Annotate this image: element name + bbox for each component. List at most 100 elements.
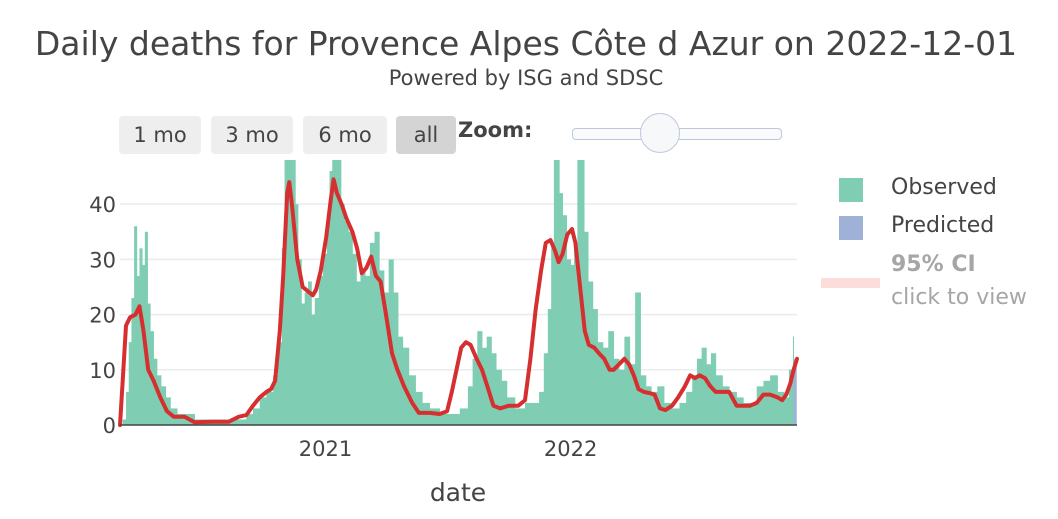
trend-line bbox=[118, 177, 799, 427]
range-button-6-months[interactable]: 6 mo bbox=[303, 116, 387, 154]
observed-bar bbox=[524, 402, 533, 425]
observed-bar bbox=[477, 331, 483, 425]
observed-bar bbox=[156, 375, 162, 425]
observed-bar bbox=[559, 193, 564, 425]
observed-bar bbox=[369, 242, 375, 425]
legend-observed-swatch bbox=[839, 178, 863, 202]
observed-bar bbox=[429, 408, 441, 425]
observed-bar bbox=[645, 386, 652, 425]
observed-bar bbox=[722, 386, 730, 425]
observed-bar bbox=[344, 220, 349, 425]
zoom-slider-thumb[interactable] bbox=[640, 113, 680, 153]
legend-ci-label[interactable]: 95% CI bbox=[891, 252, 976, 277]
range-button-3-months[interactable]: 3 mo bbox=[211, 116, 293, 154]
observed-bar bbox=[736, 397, 744, 425]
observed-bar bbox=[128, 342, 132, 425]
observed-bar bbox=[139, 248, 143, 425]
observed-bar bbox=[360, 270, 366, 425]
legend-ci-swatch[interactable] bbox=[821, 278, 880, 288]
predicted-bar bbox=[794, 358, 796, 425]
observed-bar bbox=[635, 292, 641, 425]
x-axis-title: date bbox=[429, 478, 487, 507]
observed-bar bbox=[706, 364, 712, 425]
observed-bar bbox=[326, 215, 330, 425]
observed-bar bbox=[337, 160, 342, 425]
observed-bar bbox=[543, 353, 549, 425]
observed-bar bbox=[348, 231, 353, 425]
observed-bar bbox=[415, 391, 423, 425]
observed-bar bbox=[301, 303, 306, 425]
observed-bar bbox=[365, 275, 371, 425]
observed-bar bbox=[743, 402, 751, 425]
observed-bar bbox=[551, 242, 555, 425]
observed-bar bbox=[608, 331, 615, 425]
observed-bar bbox=[340, 204, 345, 425]
observed-bar bbox=[314, 298, 320, 425]
observed-bar bbox=[539, 391, 545, 425]
observed-bar bbox=[482, 347, 488, 425]
observed-bar bbox=[329, 171, 333, 425]
y-tick-label: 20 bbox=[89, 304, 116, 328]
observed-bar bbox=[136, 275, 140, 425]
observed-bar bbox=[491, 353, 497, 425]
observed-bar bbox=[252, 408, 261, 425]
observed-bar bbox=[672, 408, 680, 425]
observed-bar bbox=[122, 419, 127, 425]
observed-bar bbox=[613, 358, 620, 425]
y-tick-label: 10 bbox=[89, 359, 116, 383]
observed-bar bbox=[134, 226, 138, 425]
observed-bar bbox=[332, 160, 336, 425]
observed-bar bbox=[459, 408, 469, 425]
observed-bar bbox=[292, 160, 296, 425]
observed-bar bbox=[619, 369, 625, 425]
observed-bar bbox=[553, 160, 557, 425]
range-button-1-month[interactable]: 1 mo bbox=[119, 116, 201, 154]
observed-bar bbox=[379, 270, 385, 425]
observed-bar bbox=[277, 342, 283, 425]
observed-bar bbox=[439, 413, 451, 425]
observed-bar bbox=[547, 309, 552, 425]
observed-bar bbox=[266, 391, 274, 425]
y-tick-label: 0 bbox=[103, 414, 116, 438]
observed-bar bbox=[651, 391, 658, 425]
observed-bar bbox=[506, 397, 516, 425]
observed-bar bbox=[472, 358, 478, 425]
observed-bar bbox=[602, 347, 609, 425]
observed-bar bbox=[177, 413, 185, 425]
zoom-label: Zoom: bbox=[458, 118, 533, 142]
x-tick-label: 2022 bbox=[544, 437, 597, 461]
observed-bar bbox=[624, 336, 631, 425]
observed-bar bbox=[570, 264, 575, 425]
observed-bar bbox=[777, 391, 785, 425]
observed-bar bbox=[770, 375, 778, 425]
observed-bar bbox=[374, 231, 380, 425]
observed-bar bbox=[763, 380, 771, 425]
trend-line-path bbox=[118, 177, 799, 427]
observed-bar bbox=[259, 397, 267, 425]
observed-bar bbox=[588, 281, 594, 425]
predicted-bar bbox=[795, 358, 797, 425]
observed-bar bbox=[467, 386, 474, 425]
y-tick-label: 40 bbox=[89, 193, 116, 217]
observed-bar bbox=[692, 375, 698, 425]
range-button-all[interactable]: all bbox=[396, 116, 456, 154]
observed-bar bbox=[352, 253, 357, 425]
observed-bar bbox=[532, 402, 540, 425]
observed-bar bbox=[788, 369, 794, 425]
observed-bar bbox=[284, 160, 288, 425]
observed-bar bbox=[126, 391, 130, 425]
observed-bar bbox=[597, 342, 604, 425]
observed-bar bbox=[686, 391, 693, 425]
observed-bar bbox=[640, 375, 647, 425]
legend-observed-label: Observed bbox=[891, 175, 997, 200]
observed-bar bbox=[318, 275, 324, 425]
predicted-bar bbox=[794, 358, 797, 425]
observed-bar bbox=[566, 259, 572, 425]
observed-bar bbox=[383, 292, 390, 425]
legend-ci-hint[interactable]: click to view bbox=[891, 285, 1027, 310]
observed-bar bbox=[562, 215, 568, 425]
observed-bar bbox=[749, 402, 758, 425]
observed-bar bbox=[486, 336, 492, 425]
observed-bar bbox=[496, 369, 502, 425]
